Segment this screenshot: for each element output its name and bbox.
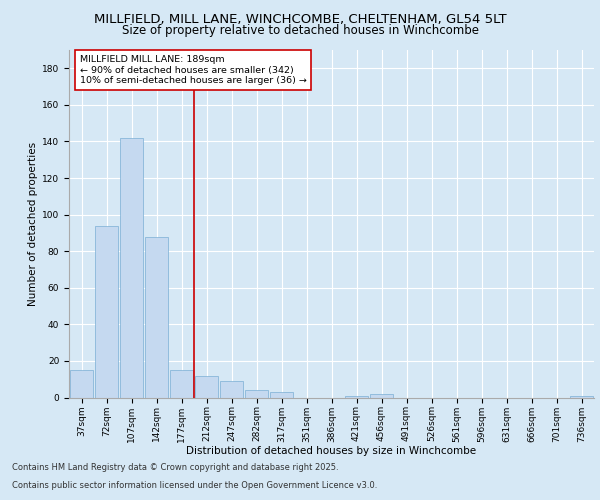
Bar <box>220 381 243 398</box>
Bar <box>270 392 293 398</box>
Bar <box>70 370 93 398</box>
Text: Contains HM Land Registry data © Crown copyright and database right 2025.: Contains HM Land Registry data © Crown c… <box>12 464 338 472</box>
Bar <box>195 376 218 398</box>
Bar <box>570 396 593 398</box>
Bar <box>120 138 143 398</box>
Bar <box>345 396 368 398</box>
Bar <box>370 394 393 398</box>
Text: MILLFIELD, MILL LANE, WINCHCOMBE, CHELTENHAM, GL54 5LT: MILLFIELD, MILL LANE, WINCHCOMBE, CHELTE… <box>94 12 506 26</box>
Bar <box>95 226 118 398</box>
Y-axis label: Number of detached properties: Number of detached properties <box>28 142 38 306</box>
Text: Contains public sector information licensed under the Open Government Licence v3: Contains public sector information licen… <box>12 481 377 490</box>
Bar <box>145 236 168 398</box>
Text: Size of property relative to detached houses in Winchcombe: Size of property relative to detached ho… <box>121 24 479 37</box>
X-axis label: Distribution of detached houses by size in Winchcombe: Distribution of detached houses by size … <box>187 446 476 456</box>
Bar <box>170 370 193 398</box>
Text: MILLFIELD MILL LANE: 189sqm
← 90% of detached houses are smaller (342)
10% of se: MILLFIELD MILL LANE: 189sqm ← 90% of det… <box>79 55 307 85</box>
Bar <box>245 390 268 398</box>
